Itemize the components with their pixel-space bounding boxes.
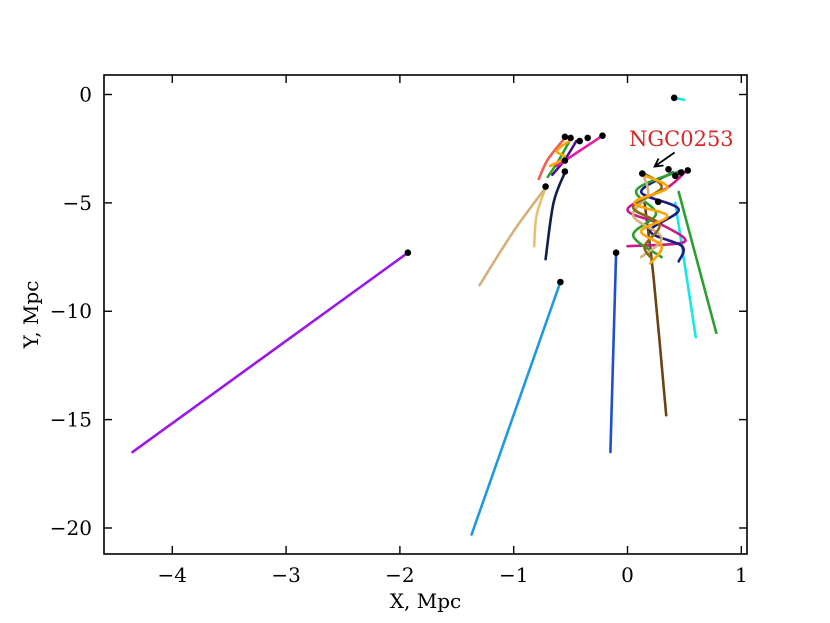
y-tick-label: −5 — [63, 191, 92, 215]
trajectory-line-15 — [548, 138, 572, 168]
y-tick-label: −10 — [50, 299, 92, 323]
trajectory-line-3 — [609, 251, 618, 454]
annotation-arrow — [654, 151, 676, 168]
x-tick-label: −3 — [271, 563, 300, 587]
marker-layer — [404, 94, 692, 286]
current-position-marker-15 — [672, 172, 679, 180]
ticks-layer: −4 −3 −2 −1 0 10−5−10−15−20 — [50, 75, 748, 587]
x-tick-label: −2 — [385, 563, 414, 587]
trajectory-line-21 — [633, 173, 669, 265]
current-position-marker-4 — [542, 183, 549, 190]
current-position-marker-9 — [576, 137, 583, 145]
trajectory-line-1 — [131, 251, 410, 454]
y-tick-label: 0 — [79, 83, 92, 107]
trajectory-line-10 — [544, 171, 567, 261]
trajectory-line-2 — [470, 280, 562, 536]
trajectory-line-5 — [674, 201, 698, 339]
x-tick-label: 1 — [735, 563, 748, 587]
trajectory-line-14 — [555, 134, 604, 168]
trajectory-line-6 — [677, 190, 718, 335]
current-position-marker-16 — [677, 169, 685, 176]
current-position-marker-13 — [639, 170, 646, 177]
x-axis-label: X, Mpc — [390, 589, 461, 613]
annotation-label: NGC0253 — [629, 127, 734, 151]
y-tick-label: −20 — [50, 516, 92, 540]
y-axis-label: Y, Mpc — [19, 281, 43, 350]
series-layer — [131, 96, 718, 536]
annotation-arrowhead — [653, 158, 664, 168]
current-position-marker-12 — [670, 94, 678, 102]
current-position-marker-8 — [567, 134, 574, 142]
current-position-marker-2 — [557, 278, 564, 286]
current-position-marker-11 — [599, 132, 606, 139]
current-position-marker-14 — [665, 166, 672, 173]
x-tick-label: 0 — [621, 563, 634, 587]
x-tick-label: −4 — [158, 563, 187, 587]
trajectory-line-20 — [631, 171, 663, 261]
plot-frame — [103, 74, 748, 555]
trajectory-line-8 — [532, 186, 547, 248]
trajectory-line-11 — [537, 136, 567, 181]
current-position-marker-6 — [561, 157, 569, 164]
current-position-marker-10 — [584, 134, 591, 142]
current-position-marker-1 — [404, 249, 412, 256]
trajectory-line-9 — [478, 186, 547, 287]
current-position-marker-3 — [612, 249, 620, 256]
trajectory-line-16 — [626, 168, 690, 248]
trajectory-line-12 — [546, 137, 572, 179]
current-position-marker-5 — [561, 168, 569, 175]
current-position-marker-17 — [684, 167, 692, 174]
annotation-layer: NGC0253 — [629, 127, 734, 168]
x-tick-label: −1 — [499, 563, 528, 587]
y-tick-label: −15 — [50, 408, 92, 432]
current-position-marker-7 — [561, 133, 569, 141]
current-position-marker-18 — [654, 198, 662, 206]
